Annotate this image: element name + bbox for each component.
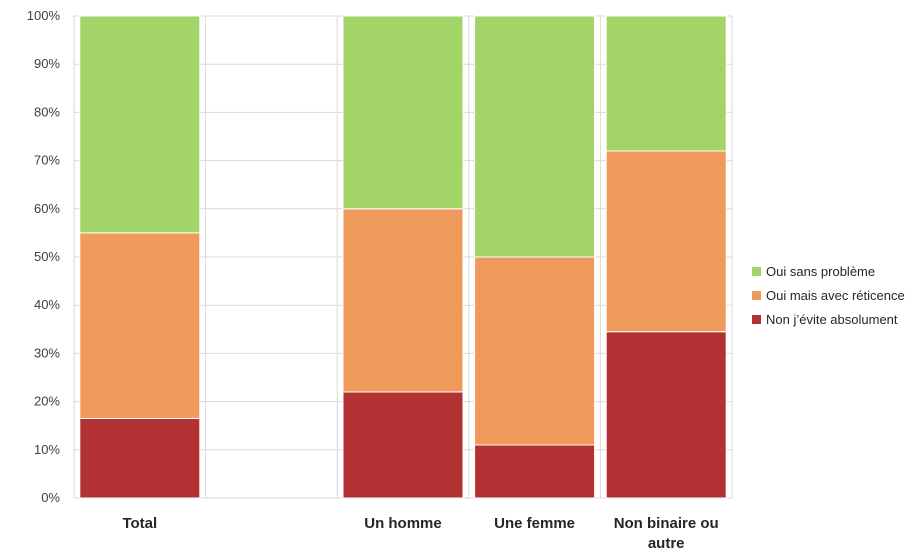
y-tick-label: 70% bbox=[34, 153, 60, 168]
bar-segment bbox=[342, 15, 464, 210]
y-axis: 0% 10% 20% 30% 40% 50% 60% 70% 80% 90% 100% bbox=[27, 8, 61, 505]
x-category-label: Un homme bbox=[364, 515, 442, 532]
x-category-label: autre bbox=[648, 535, 685, 551]
x-category-label: Une femme bbox=[494, 515, 575, 532]
legend-swatch bbox=[752, 266, 761, 276]
x-category-label: Non binaire ou bbox=[614, 515, 719, 532]
legend-label: Oui sans problème bbox=[766, 263, 876, 279]
y-tick-label: 80% bbox=[34, 104, 60, 119]
y-tick-label: 100% bbox=[27, 8, 61, 23]
legend-item-reluctant: Oui mais avec réticence bbox=[752, 283, 905, 307]
bar-segment bbox=[79, 417, 201, 499]
y-tick-label: 30% bbox=[34, 345, 60, 360]
bar-segment bbox=[474, 256, 596, 446]
y-tick-label: 10% bbox=[34, 442, 60, 457]
y-tick-label: 90% bbox=[34, 56, 60, 71]
bar-segment bbox=[342, 391, 464, 499]
legend-item-avoid: Non j’évite absolument bbox=[752, 307, 905, 331]
bar-segment bbox=[605, 15, 727, 152]
bar-segment bbox=[79, 232, 201, 419]
y-tick-label: 40% bbox=[34, 297, 60, 312]
x-axis: Total Un homme Une femme Non binaire ou autr… bbox=[122, 515, 718, 551]
x-category-label: Total bbox=[122, 515, 157, 532]
bar-segment bbox=[474, 444, 596, 499]
legend-swatch bbox=[752, 314, 761, 324]
y-tick-label: 0% bbox=[41, 490, 60, 505]
legend-item-no-problem: Oui sans problème bbox=[752, 259, 905, 283]
bar-segment bbox=[79, 15, 201, 234]
bars bbox=[79, 15, 727, 499]
legend-swatch bbox=[752, 290, 761, 300]
y-tick-label: 60% bbox=[34, 201, 60, 216]
legend: Oui sans problème Oui mais avec réticenc… bbox=[752, 259, 905, 331]
legend-label: Oui mais avec réticence bbox=[766, 287, 905, 303]
bar-segment bbox=[474, 15, 596, 258]
bar-segment bbox=[605, 331, 727, 499]
legend-label: Non j’évite absolument bbox=[766, 311, 898, 327]
y-tick-label: 20% bbox=[34, 394, 60, 409]
bar-segment bbox=[342, 208, 464, 393]
bar-segment bbox=[605, 150, 727, 333]
y-tick-label: 50% bbox=[34, 249, 60, 264]
